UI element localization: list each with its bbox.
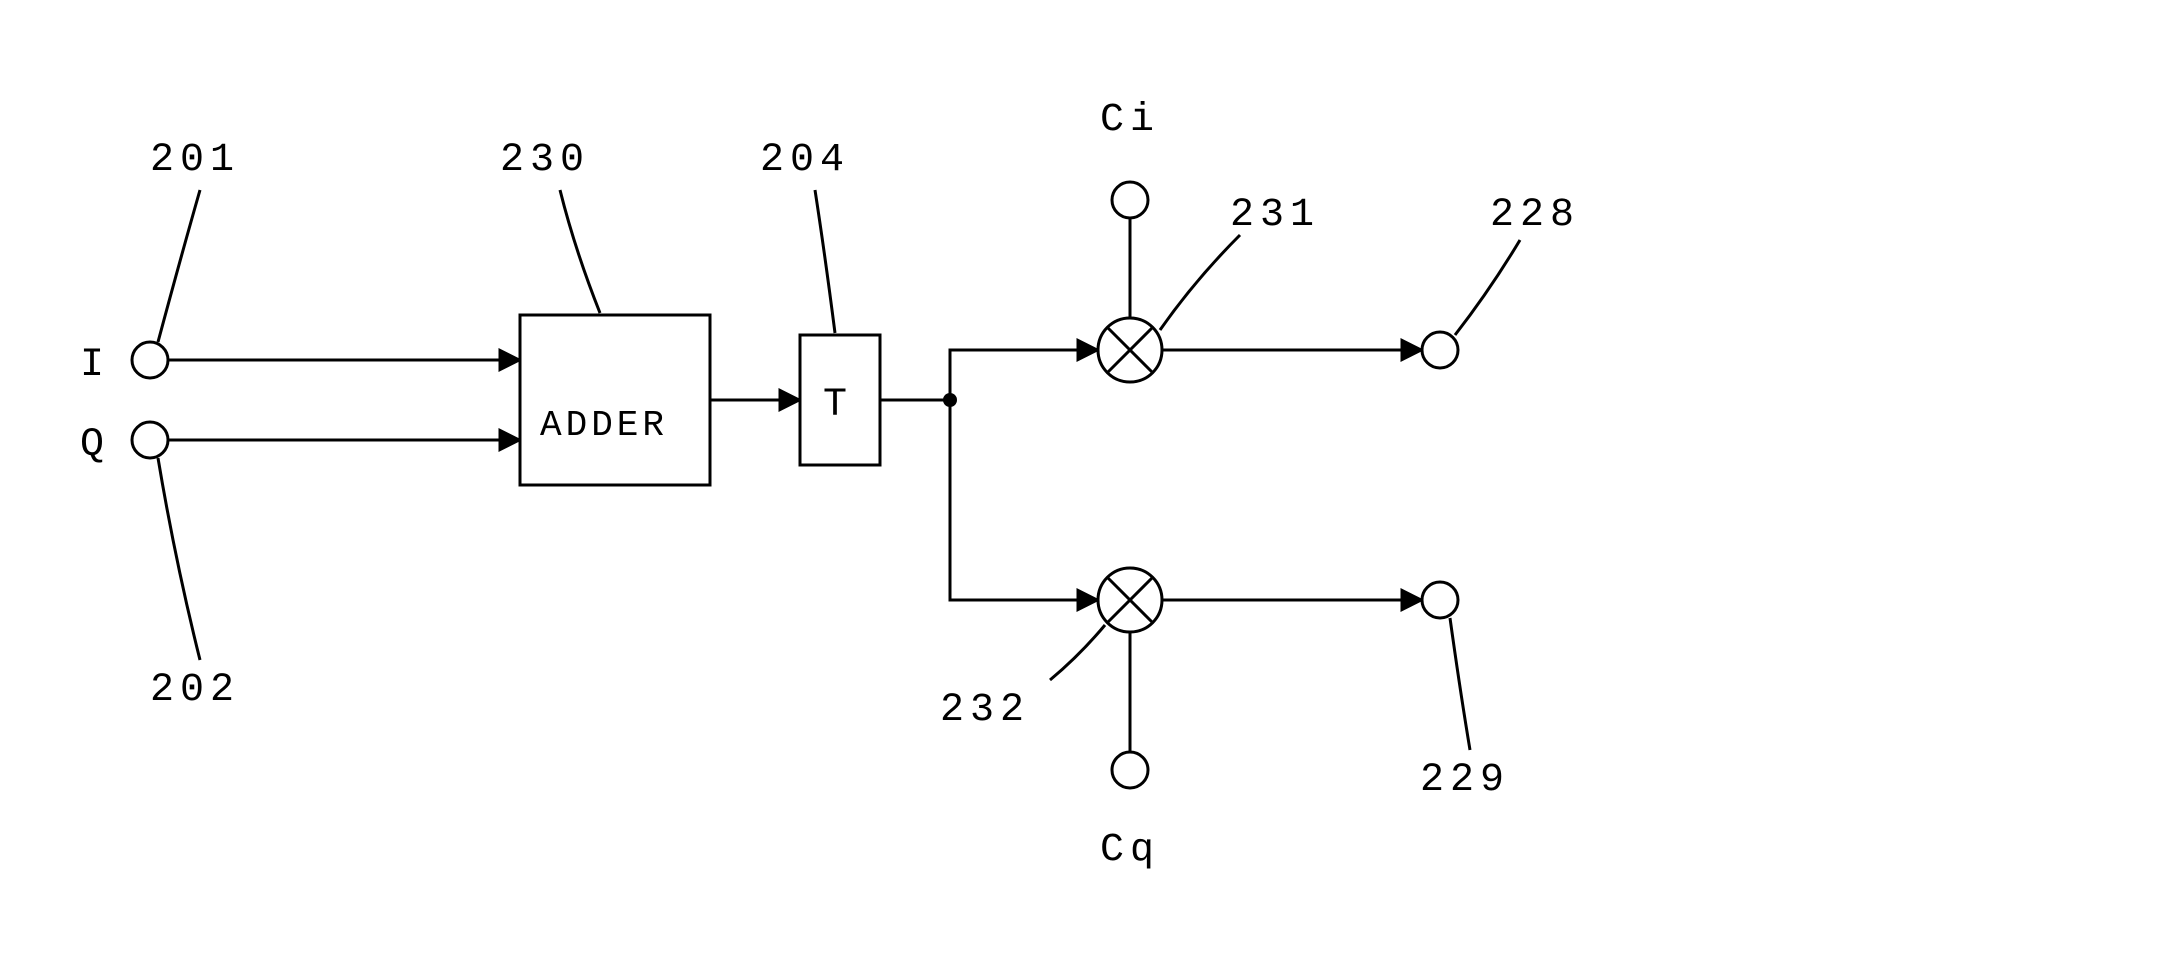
ref-231: 231 — [1230, 193, 1320, 238]
leader-230 — [560, 190, 600, 313]
terminal-out2 — [1422, 582, 1458, 618]
wire-junction-m1 — [950, 350, 1098, 400]
ref-201: 201 — [150, 138, 240, 183]
mixer-2 — [1098, 568, 1162, 632]
ref-204: 204 — [760, 138, 850, 183]
wire-junction-m2 — [950, 400, 1098, 600]
ref-229: 229 — [1420, 758, 1510, 803]
terminal-i — [132, 342, 168, 378]
ref-230: 230 — [500, 138, 590, 183]
leader-232 — [1050, 625, 1105, 680]
leader-202 — [158, 458, 200, 660]
label-ci: Ci — [1100, 98, 1160, 143]
terminal-out1 — [1422, 332, 1458, 368]
label-i: I — [80, 343, 110, 388]
terminal-q — [132, 422, 168, 458]
ref-202: 202 — [150, 668, 240, 713]
leader-229 — [1450, 618, 1470, 750]
ref-232: 232 — [940, 688, 1030, 733]
label-adder: ADDER — [540, 405, 668, 446]
label-t: T — [823, 383, 853, 428]
leader-231 — [1160, 235, 1240, 330]
leader-201 — [158, 190, 200, 342]
block-diagram: I Q 201 202 ADDER 230 T 204 Ci 231 228 — [0, 0, 2170, 972]
leader-228 — [1455, 240, 1520, 335]
terminal-cq — [1112, 752, 1148, 788]
ref-228: 228 — [1490, 193, 1580, 238]
label-cq: Cq — [1100, 828, 1160, 873]
block-adder — [520, 315, 710, 485]
terminal-ci — [1112, 182, 1148, 218]
leader-204 — [815, 190, 835, 333]
mixer-1 — [1098, 318, 1162, 382]
label-q: Q — [80, 423, 110, 468]
